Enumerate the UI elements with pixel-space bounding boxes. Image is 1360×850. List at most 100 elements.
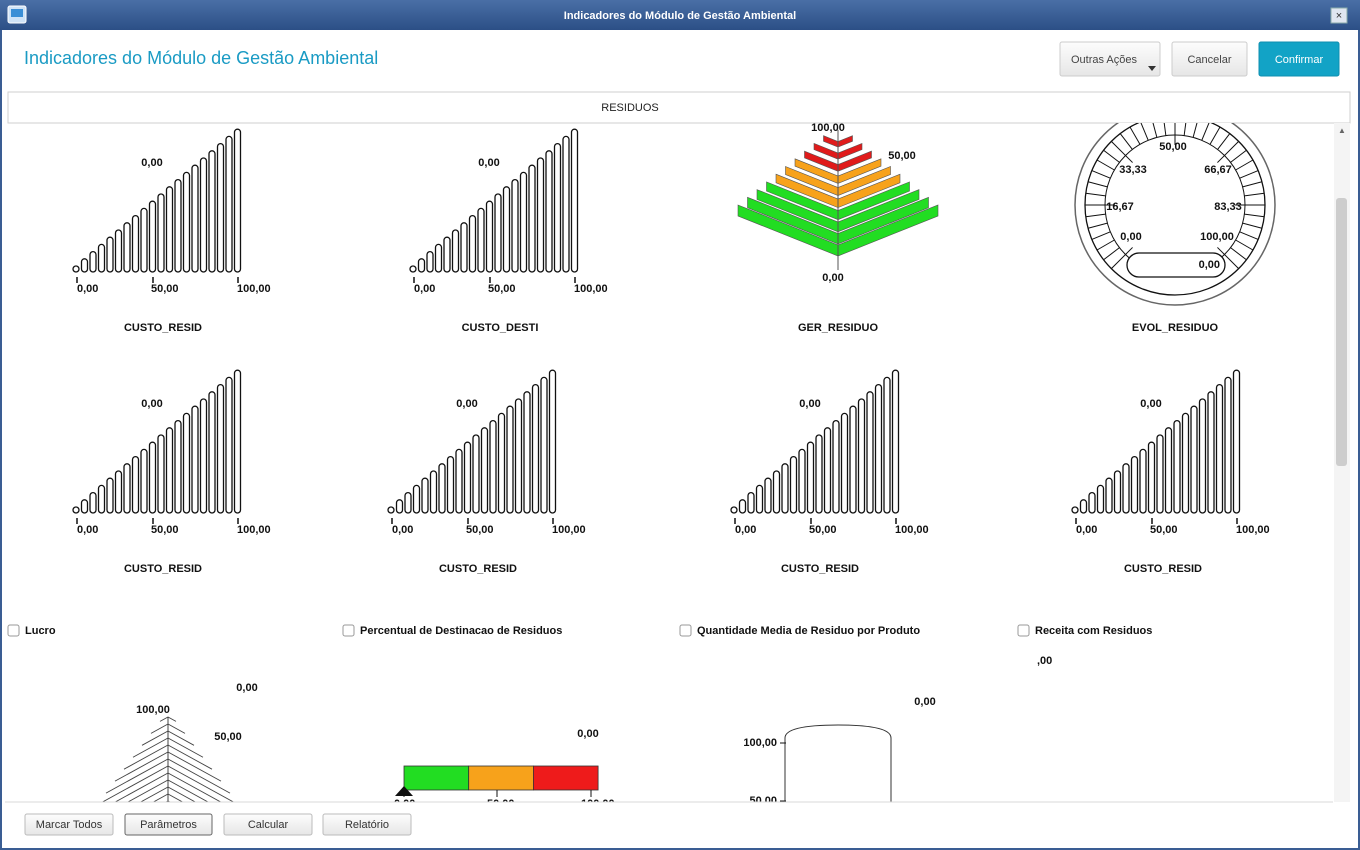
- gauge-bar: [199, 398, 208, 514]
- dial-tick: [1163, 123, 1167, 136]
- gauge-bar: [460, 222, 468, 273]
- scale-label: 100,00: [574, 283, 608, 295]
- color-segment: [403, 765, 470, 791]
- gauge-bar: [157, 434, 165, 514]
- gauge-bar: [764, 477, 772, 514]
- scale-label: 100,00: [895, 524, 929, 536]
- tab-label[interactable]: RESIDUOS: [601, 102, 658, 114]
- gauge-bar: [233, 369, 242, 514]
- gauge-bar: [866, 391, 874, 514]
- gauge-bar: [772, 470, 781, 514]
- gauge-bar: [387, 506, 395, 514]
- dial-tick: [1119, 133, 1133, 150]
- widget-name: EVOL_RESIDUO: [1132, 322, 1219, 334]
- footer-button[interactable]: [322, 813, 412, 836]
- scale-label: 0,00: [414, 283, 435, 295]
- header-button-label[interactable]: Cancelar: [1187, 54, 1231, 66]
- gauge-bar: [404, 491, 412, 514]
- scroll-up[interactable]: ▲: [1338, 126, 1346, 135]
- gauge-value: 0,00: [799, 398, 820, 410]
- header-button[interactable]: [1059, 41, 1161, 77]
- footer-button[interactable]: [124, 813, 213, 836]
- widget-name: CUSTO_RESID: [124, 322, 202, 334]
- scale-label: 0,00: [394, 798, 415, 810]
- gauge-value: 0,00: [577, 728, 598, 740]
- dial-tick: [1201, 123, 1210, 141]
- gauge-bar: [1105, 477, 1113, 514]
- gauge-bar: [857, 398, 866, 514]
- dial-label: 50,00: [1159, 141, 1187, 153]
- footer-button-label[interactable]: Calcular: [248, 819, 289, 831]
- dial-tick: [1244, 213, 1265, 218]
- gauge-bar: [233, 128, 242, 273]
- dial-label: 66,67: [1204, 164, 1232, 176]
- gauge-bar: [562, 135, 570, 273]
- dial-label: 100,00: [1200, 231, 1234, 243]
- gauge-bar: [806, 441, 815, 514]
- scale-label: 0,00: [77, 524, 98, 536]
- gauge-bar: [840, 412, 849, 514]
- gauge-bar: [216, 142, 225, 273]
- checkbox[interactable]: [1017, 624, 1030, 637]
- gauge-bar: [199, 157, 208, 273]
- scale-label: 0,00: [822, 272, 843, 284]
- dial-tick: [1096, 239, 1115, 251]
- gauge-bar: [540, 376, 548, 514]
- footer-button-label[interactable]: Relatório: [345, 819, 389, 831]
- footer-button-label[interactable]: Marcar Todos: [36, 819, 103, 831]
- close-button[interactable]: [1330, 7, 1348, 24]
- gauge-bar: [131, 214, 140, 273]
- gauge-bar: [417, 258, 426, 273]
- gauge-bar: [891, 369, 900, 514]
- gauge-bar: [1088, 491, 1096, 514]
- scale-label: 100,00: [811, 122, 845, 134]
- gauge-bar: [1215, 383, 1224, 514]
- scale-label: 100,00: [743, 737, 777, 749]
- gauge-bar: [747, 491, 755, 514]
- dial-tick: [1209, 126, 1221, 145]
- dial-tick: [1103, 149, 1120, 163]
- checkbox-label: Quantidade Media de Residuo por Produto: [697, 625, 920, 637]
- footer-button[interactable]: [223, 813, 313, 836]
- gauge-bar: [182, 412, 191, 514]
- dial-tick: [1217, 247, 1239, 269]
- gauge-bar: [798, 448, 806, 514]
- scale-label: 100,00: [581, 798, 615, 810]
- gauge-bar: [106, 236, 114, 273]
- gauge-bar: [1181, 412, 1190, 514]
- gauge-bar: [123, 222, 131, 273]
- header-button-label[interactable]: Confirmar: [1275, 54, 1324, 66]
- header-button[interactable]: [1258, 41, 1340, 77]
- close-icon[interactable]: ×: [1336, 10, 1342, 22]
- gauge-bar: [451, 229, 460, 273]
- gauge-bar: [157, 193, 165, 273]
- gauge-bar: [72, 265, 80, 273]
- header-button-label[interactable]: Outras Ações: [1071, 54, 1138, 66]
- gauge-bar: [421, 477, 429, 514]
- gauge-bar: [1113, 470, 1122, 514]
- scrollbar-thumb[interactable]: [1336, 198, 1347, 466]
- scale-label: 50,00: [466, 524, 494, 536]
- dial-tick: [1242, 222, 1263, 229]
- checkbox[interactable]: [7, 624, 20, 637]
- dial-tick: [1230, 247, 1247, 261]
- header-button[interactable]: [1171, 41, 1248, 77]
- checkbox[interactable]: [342, 624, 355, 637]
- dial-tick: [1239, 170, 1259, 179]
- gauge-bar: [409, 265, 417, 273]
- chrome: Outras Ações Cancelar Confirmar Marcar Todo…: [24, 41, 1340, 836]
- gauge-bar: [114, 470, 123, 514]
- footer-button-label[interactable]: Parâmetros: [140, 819, 197, 831]
- dial-tick: [1244, 192, 1265, 197]
- gauge-bar: [1147, 441, 1156, 514]
- gauge-bar: [489, 419, 497, 514]
- widget-name: GER_RESIDUO: [798, 322, 879, 334]
- footer-button[interactable]: [24, 813, 114, 836]
- dial-tick: [1085, 213, 1106, 218]
- checkbox[interactable]: [679, 624, 692, 637]
- gauge-bar: [553, 142, 562, 273]
- widget-name: CUSTO_DESTI: [462, 322, 539, 334]
- gauge-bar: [1224, 376, 1232, 514]
- gauge-bar: [480, 427, 489, 514]
- cylinder-body: [784, 724, 892, 802]
